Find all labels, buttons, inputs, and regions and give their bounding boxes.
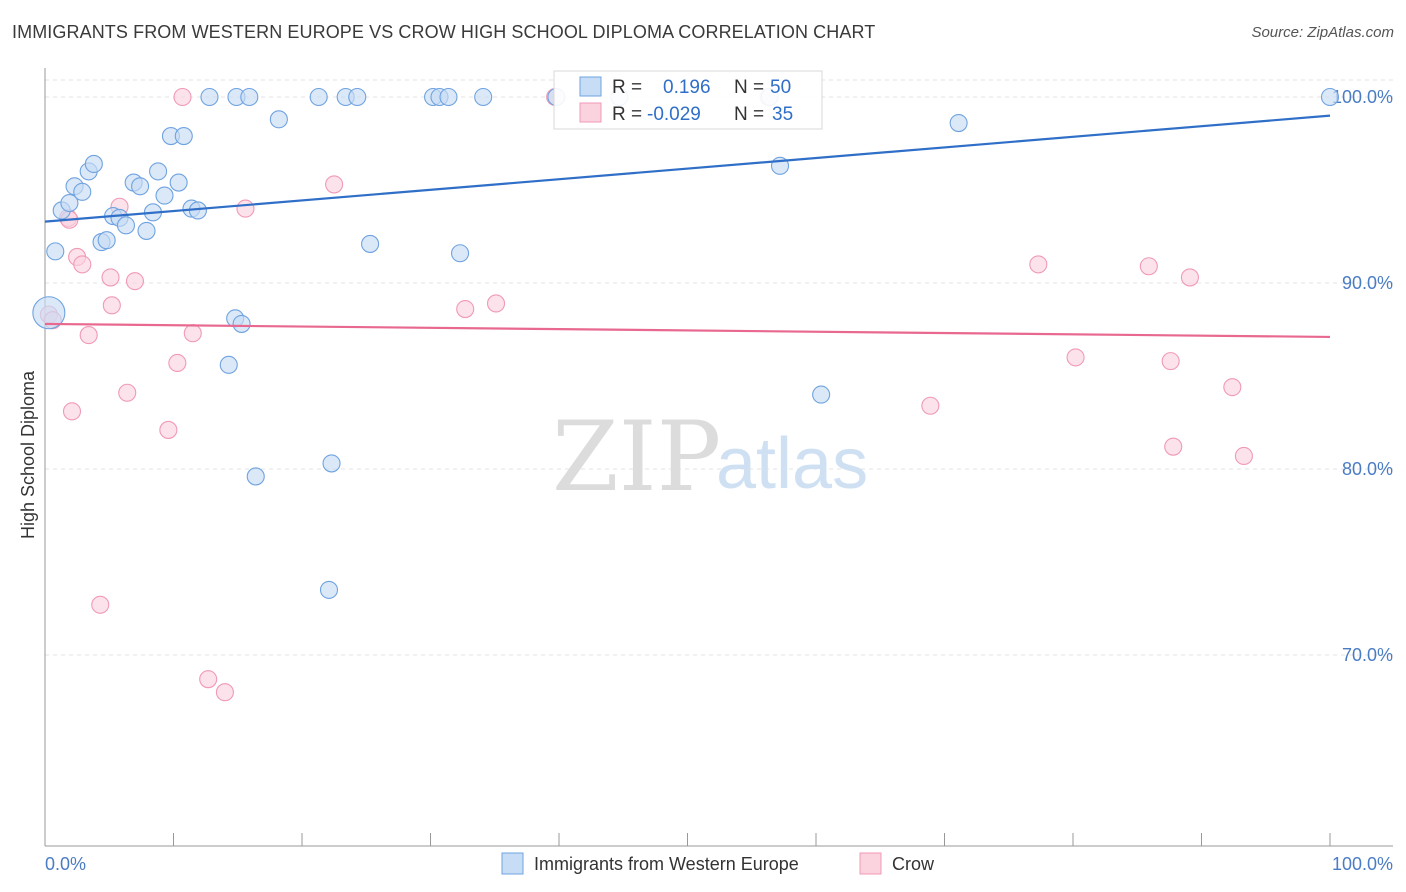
crow-point — [236, 199, 255, 218]
stats-n-label-blue: N = — [734, 77, 764, 98]
y-tick-label-90: 90.0% — [1342, 273, 1393, 293]
western-europe-point — [361, 234, 380, 253]
western-europe-point — [246, 467, 265, 486]
watermark-zip: ZIP — [552, 401, 721, 513]
y-tick-label-100: 100.0% — [1332, 87, 1393, 107]
western-europe-point — [439, 87, 458, 107]
western-europe-point — [219, 355, 238, 374]
crow-point — [215, 683, 234, 702]
crow-point — [73, 255, 92, 274]
watermark-atlas: atlas — [716, 424, 868, 504]
y-axis-tick-labels: 70.0% 80.0% 90.0% 100.0% — [1332, 87, 1393, 665]
legend-swatch-western-europe — [501, 852, 524, 875]
crow-point — [1223, 378, 1242, 397]
crow-point — [102, 296, 121, 315]
stats-r-value-pink: -0.029 — [647, 104, 701, 125]
western-europe-point — [137, 221, 156, 240]
x-tick-label-max: 100.0% — [1332, 854, 1393, 874]
series-western-europe-points — [32, 87, 1340, 599]
western-europe-point — [169, 173, 188, 192]
stats-r-label-pink: R = — [612, 104, 642, 125]
stats-n-value-pink: 35 — [772, 104, 793, 125]
crow-point — [1139, 257, 1158, 276]
crow-point — [118, 383, 137, 402]
stats-r-value-blue: 0.196 — [663, 77, 711, 98]
crow-point — [325, 175, 344, 194]
western-europe-point — [73, 182, 92, 201]
x-tick-label-min: 0.0% — [45, 854, 86, 874]
western-europe-point — [949, 113, 968, 133]
western-europe-point — [200, 87, 219, 107]
western-europe-point — [97, 231, 116, 250]
western-europe-point — [348, 87, 367, 107]
legend-label-western-europe: Immigrants from Western Europe — [534, 854, 799, 874]
trend-line-western-europe — [44, 114, 1331, 223]
stats-swatch-pink — [579, 102, 602, 123]
western-europe-point — [149, 162, 168, 181]
crow-point — [1029, 255, 1048, 274]
crow-point — [79, 326, 98, 345]
y-axis-label: High School Diploma — [18, 370, 38, 539]
legend-label-crow: Crow — [892, 854, 935, 874]
stats-legend-box: R = 0.196 N = 50 R = -0.029 N = 35 — [553, 70, 823, 130]
western-europe-point — [155, 186, 174, 205]
crow-point — [168, 353, 187, 373]
western-europe-point — [269, 110, 288, 129]
western-europe-point — [174, 127, 193, 146]
western-europe-point — [131, 177, 150, 196]
western-europe-point — [319, 580, 339, 599]
stats-n-label-pink: N = — [734, 104, 764, 125]
x-axis-ticks — [44, 833, 1331, 846]
western-europe-point — [474, 87, 493, 107]
bottom-legend: Immigrants from Western Europe Crow — [501, 852, 935, 875]
crow-point — [1234, 446, 1253, 466]
source-label: Source: ZipAtlas.com — [1251, 24, 1394, 41]
western-europe-point — [46, 242, 65, 261]
western-europe-point — [232, 314, 251, 333]
western-europe-point — [32, 296, 66, 330]
crow-point — [1164, 437, 1183, 456]
crow-point — [199, 670, 218, 689]
crow-point — [486, 294, 506, 313]
crow-point — [91, 595, 110, 614]
western-europe-point — [812, 385, 831, 404]
crow-point — [159, 420, 178, 439]
western-europe-point — [451, 244, 470, 263]
western-europe-point — [116, 216, 136, 235]
crow-point — [456, 299, 475, 319]
western-europe-point — [240, 87, 259, 107]
crow-point — [1066, 348, 1085, 367]
stats-swatch-blue — [579, 76, 602, 97]
crow-point — [125, 272, 144, 291]
crow-point — [101, 268, 120, 287]
western-europe-point — [1320, 87, 1340, 107]
series-crow-points — [39, 87, 1253, 702]
stats-r-label-blue: R = — [612, 77, 642, 98]
chart-title: IMMIGRANTS FROM WESTERN EUROPE VS CROW H… — [12, 22, 876, 42]
trend-line-crow — [44, 322, 1331, 339]
crow-point — [921, 396, 940, 415]
y-tick-label-80: 80.0% — [1342, 459, 1393, 479]
crow-point — [183, 324, 202, 343]
western-europe-point — [60, 193, 79, 213]
stats-n-value-blue: 50 — [770, 77, 791, 98]
western-europe-point — [309, 87, 328, 107]
crow-point — [62, 402, 82, 421]
western-europe-point — [84, 154, 103, 174]
crow-point — [173, 87, 192, 107]
crow-point — [1161, 352, 1180, 371]
y-tick-label-70: 70.0% — [1342, 645, 1393, 665]
crow-point — [1180, 268, 1199, 287]
legend-swatch-crow — [859, 852, 882, 875]
western-europe-point — [322, 454, 341, 473]
